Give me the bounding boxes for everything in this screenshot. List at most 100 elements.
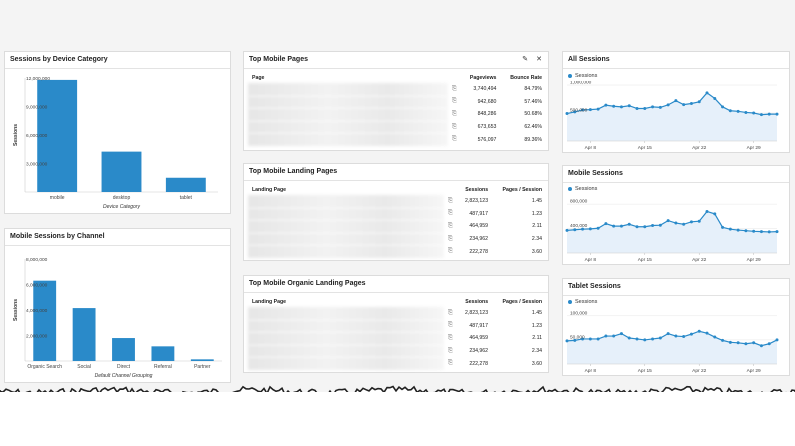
table-row[interactable]: ⎘ 222,278 3.60	[248, 245, 546, 258]
data-point[interactable]	[721, 105, 725, 109]
data-point[interactable]	[713, 96, 717, 100]
data-point[interactable]	[627, 104, 631, 108]
column-header-sessions[interactable]: Sessions	[465, 186, 489, 193]
data-point[interactable]	[736, 109, 740, 113]
data-point[interactable]	[643, 338, 647, 342]
data-point[interactable]	[565, 112, 569, 116]
link-icon[interactable]: ⎘	[448, 222, 453, 229]
link-icon[interactable]: ⎘	[448, 334, 453, 341]
data-point[interactable]	[581, 337, 585, 341]
data-point[interactable]	[619, 224, 623, 228]
table-row[interactable]: ⎘ 942,680 57.46%	[248, 95, 546, 109]
data-point[interactable]	[682, 222, 686, 226]
link-icon[interactable]: ⎘	[452, 123, 457, 130]
data-point[interactable]	[581, 108, 585, 112]
link-icon[interactable]: ⎘	[448, 248, 453, 255]
data-point[interactable]	[666, 332, 670, 336]
data-point[interactable]	[759, 344, 763, 348]
data-point[interactable]	[674, 99, 678, 103]
data-point[interactable]	[744, 342, 748, 346]
link-icon[interactable]: ⎘	[452, 98, 457, 105]
data-point[interactable]	[588, 337, 592, 341]
data-point[interactable]	[713, 212, 717, 216]
data-point[interactable]	[658, 105, 662, 109]
data-point[interactable]	[767, 342, 771, 346]
table-row[interactable]: ⎘ 464,959 2.11	[248, 332, 546, 345]
data-point[interactable]	[619, 105, 623, 109]
data-point[interactable]	[721, 338, 725, 342]
data-point[interactable]	[573, 228, 577, 232]
table-row[interactable]: ⎘ 234,962 2.34	[248, 232, 546, 246]
data-point[interactable]	[775, 338, 779, 342]
data-point[interactable]	[635, 225, 639, 229]
table-row[interactable]: ⎘ 487,917 1.23	[248, 207, 546, 221]
blurred-page-cell[interactable]	[248, 344, 444, 358]
data-point[interactable]	[635, 107, 639, 111]
column-header-pages-per-session[interactable]: Pages / Session	[502, 186, 542, 193]
data-point[interactable]	[604, 222, 608, 226]
bar-partner[interactable]	[190, 359, 214, 361]
data-point[interactable]	[612, 334, 616, 338]
link-icon[interactable]: ⎘	[448, 309, 453, 316]
data-point[interactable]	[565, 228, 569, 232]
table-row[interactable]: ⎘ 3,740,494 84.79%	[248, 83, 546, 96]
table-row[interactable]: ⎘ 576,097 89.36%	[248, 133, 546, 146]
column-header-pages-per-session[interactable]: Pages / Session	[502, 298, 542, 305]
data-point[interactable]	[666, 219, 670, 223]
data-point[interactable]	[596, 107, 600, 111]
data-point[interactable]	[705, 209, 709, 213]
data-point[interactable]	[635, 337, 639, 341]
table-row[interactable]: ⎘ 2,823,123 1.45	[248, 195, 546, 208]
bar-desktop[interactable]	[101, 151, 142, 192]
data-point[interactable]	[666, 103, 670, 107]
data-point[interactable]	[588, 227, 592, 231]
data-point[interactable]	[658, 336, 662, 340]
data-point[interactable]	[581, 227, 585, 231]
close-icon[interactable]: ✕	[536, 56, 542, 63]
data-point[interactable]	[689, 220, 693, 224]
data-point[interactable]	[728, 109, 732, 113]
data-point[interactable]	[736, 228, 740, 232]
table-row[interactable]: ⎘ 487,917 1.23	[248, 319, 546, 333]
blurred-page-cell[interactable]	[248, 83, 448, 96]
data-point[interactable]	[689, 332, 693, 336]
column-header-landing-page[interactable]: Landing Page	[252, 186, 287, 193]
data-point[interactable]	[643, 107, 647, 111]
column-header-bounce-rate[interactable]: Bounce Rate	[510, 74, 542, 81]
blurred-page-cell[interactable]	[248, 319, 444, 333]
link-icon[interactable]: ⎘	[448, 210, 453, 217]
blurred-page-cell[interactable]	[248, 220, 444, 233]
data-point[interactable]	[705, 91, 709, 95]
link-icon[interactable]: ⎘	[448, 347, 453, 354]
data-point[interactable]	[775, 230, 779, 234]
data-point[interactable]	[752, 229, 756, 233]
data-point[interactable]	[689, 101, 693, 105]
data-point[interactable]	[651, 224, 655, 227]
data-point[interactable]	[767, 230, 771, 234]
column-header-page[interactable]: Page	[252, 74, 265, 81]
bar-social[interactable]	[72, 308, 96, 361]
blurred-page-cell[interactable]	[248, 207, 444, 221]
data-point[interactable]	[643, 225, 647, 229]
data-point[interactable]	[651, 337, 655, 341]
data-point[interactable]	[736, 341, 740, 345]
pencil-icon[interactable]: ✎	[522, 56, 529, 63]
data-point[interactable]	[728, 227, 732, 231]
data-point[interactable]	[596, 337, 600, 341]
blurred-page-cell[interactable]	[248, 95, 448, 109]
blurred-page-cell[interactable]	[248, 195, 444, 208]
data-point[interactable]	[697, 219, 701, 223]
column-header-landing-page[interactable]: Landing Page	[252, 298, 287, 305]
link-icon[interactable]: ⎘	[448, 197, 453, 204]
data-point[interactable]	[588, 108, 592, 112]
data-point[interactable]	[697, 100, 701, 104]
bar-tablet[interactable]	[165, 177, 206, 192]
bar-referral[interactable]	[151, 346, 175, 361]
data-point[interactable]	[627, 336, 631, 340]
data-point[interactable]	[728, 340, 732, 344]
table-row[interactable]: ⎘ 673,653 62.46%	[248, 120, 546, 134]
link-icon[interactable]: ⎘	[452, 85, 457, 92]
link-icon[interactable]: ⎘	[448, 235, 453, 242]
column-header-pageviews[interactable]: Pageviews	[469, 74, 497, 81]
blurred-page-cell[interactable]	[248, 245, 444, 258]
